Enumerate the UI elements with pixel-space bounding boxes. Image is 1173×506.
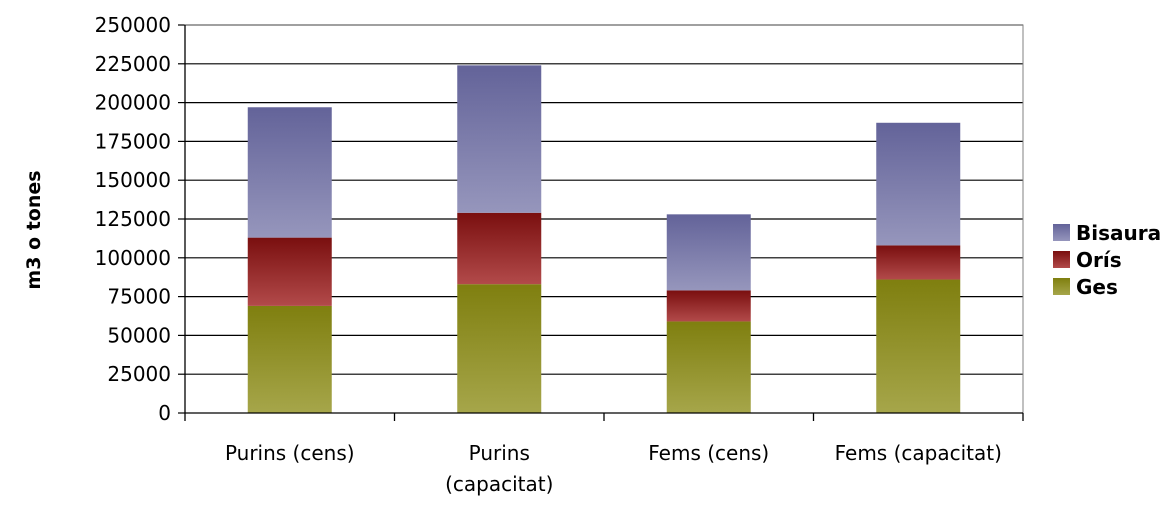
- bar-segment-or-s: [876, 245, 961, 280]
- bar-segment-bisaura: [876, 122, 961, 246]
- x-category-label: Fems (cens): [648, 441, 769, 465]
- category-labels: Purins (cens) Purins (capacitat) Fems (cens…: [225, 441, 1002, 496]
- bar-segment-or-s: [666, 290, 751, 322]
- legend-label: Bisaura: [1076, 221, 1161, 245]
- x-category-label: Fems (capacitat): [835, 441, 1002, 465]
- y-tick-label: 175000: [95, 129, 171, 153]
- y-axis-label: m3 o tones: [23, 170, 45, 289]
- legend-swatch: [1053, 278, 1070, 295]
- bar-segment-ges: [457, 284, 542, 413]
- x-category-label: Purins (cens): [225, 441, 355, 465]
- bar-segment-ges: [876, 279, 961, 413]
- y-tick-label: 125000: [95, 207, 171, 231]
- bar-segment-or-s: [247, 237, 332, 306]
- tick-labels: 0 25000 50000 75000 100000 125000 150000 175000…: [95, 13, 171, 425]
- x-category-label: Purins (capacitat): [445, 441, 553, 496]
- legend-label: Orís: [1076, 248, 1122, 272]
- y-tick-label: 250000: [95, 13, 171, 37]
- y-tick-label: 50000: [107, 323, 171, 347]
- y-tick-label: 100000: [95, 246, 171, 270]
- bar-segment-or-s: [457, 212, 542, 285]
- legend-swatch: [1053, 251, 1070, 268]
- bar-segment-bisaura: [666, 214, 751, 291]
- y-tick-label: 0: [158, 401, 171, 425]
- y-tick-label: 25000: [107, 362, 171, 386]
- bars: [247, 65, 961, 413]
- bar-segment-bisaura: [247, 107, 332, 238]
- y-tick-label: 75000: [107, 285, 171, 309]
- legend-swatch: [1053, 224, 1070, 241]
- bar-segment-ges: [247, 305, 332, 413]
- axes: [184, 24, 1024, 421]
- legend: Bisaura Orís Ges: [1053, 221, 1161, 299]
- y-tick-label: 225000: [95, 52, 171, 76]
- bar-segment-bisaura: [457, 65, 542, 213]
- y-tick-label: 150000: [95, 168, 171, 192]
- bar-segment-ges: [666, 321, 751, 413]
- y-tick-label: 200000: [95, 91, 171, 115]
- legend-label: Ges: [1076, 275, 1118, 299]
